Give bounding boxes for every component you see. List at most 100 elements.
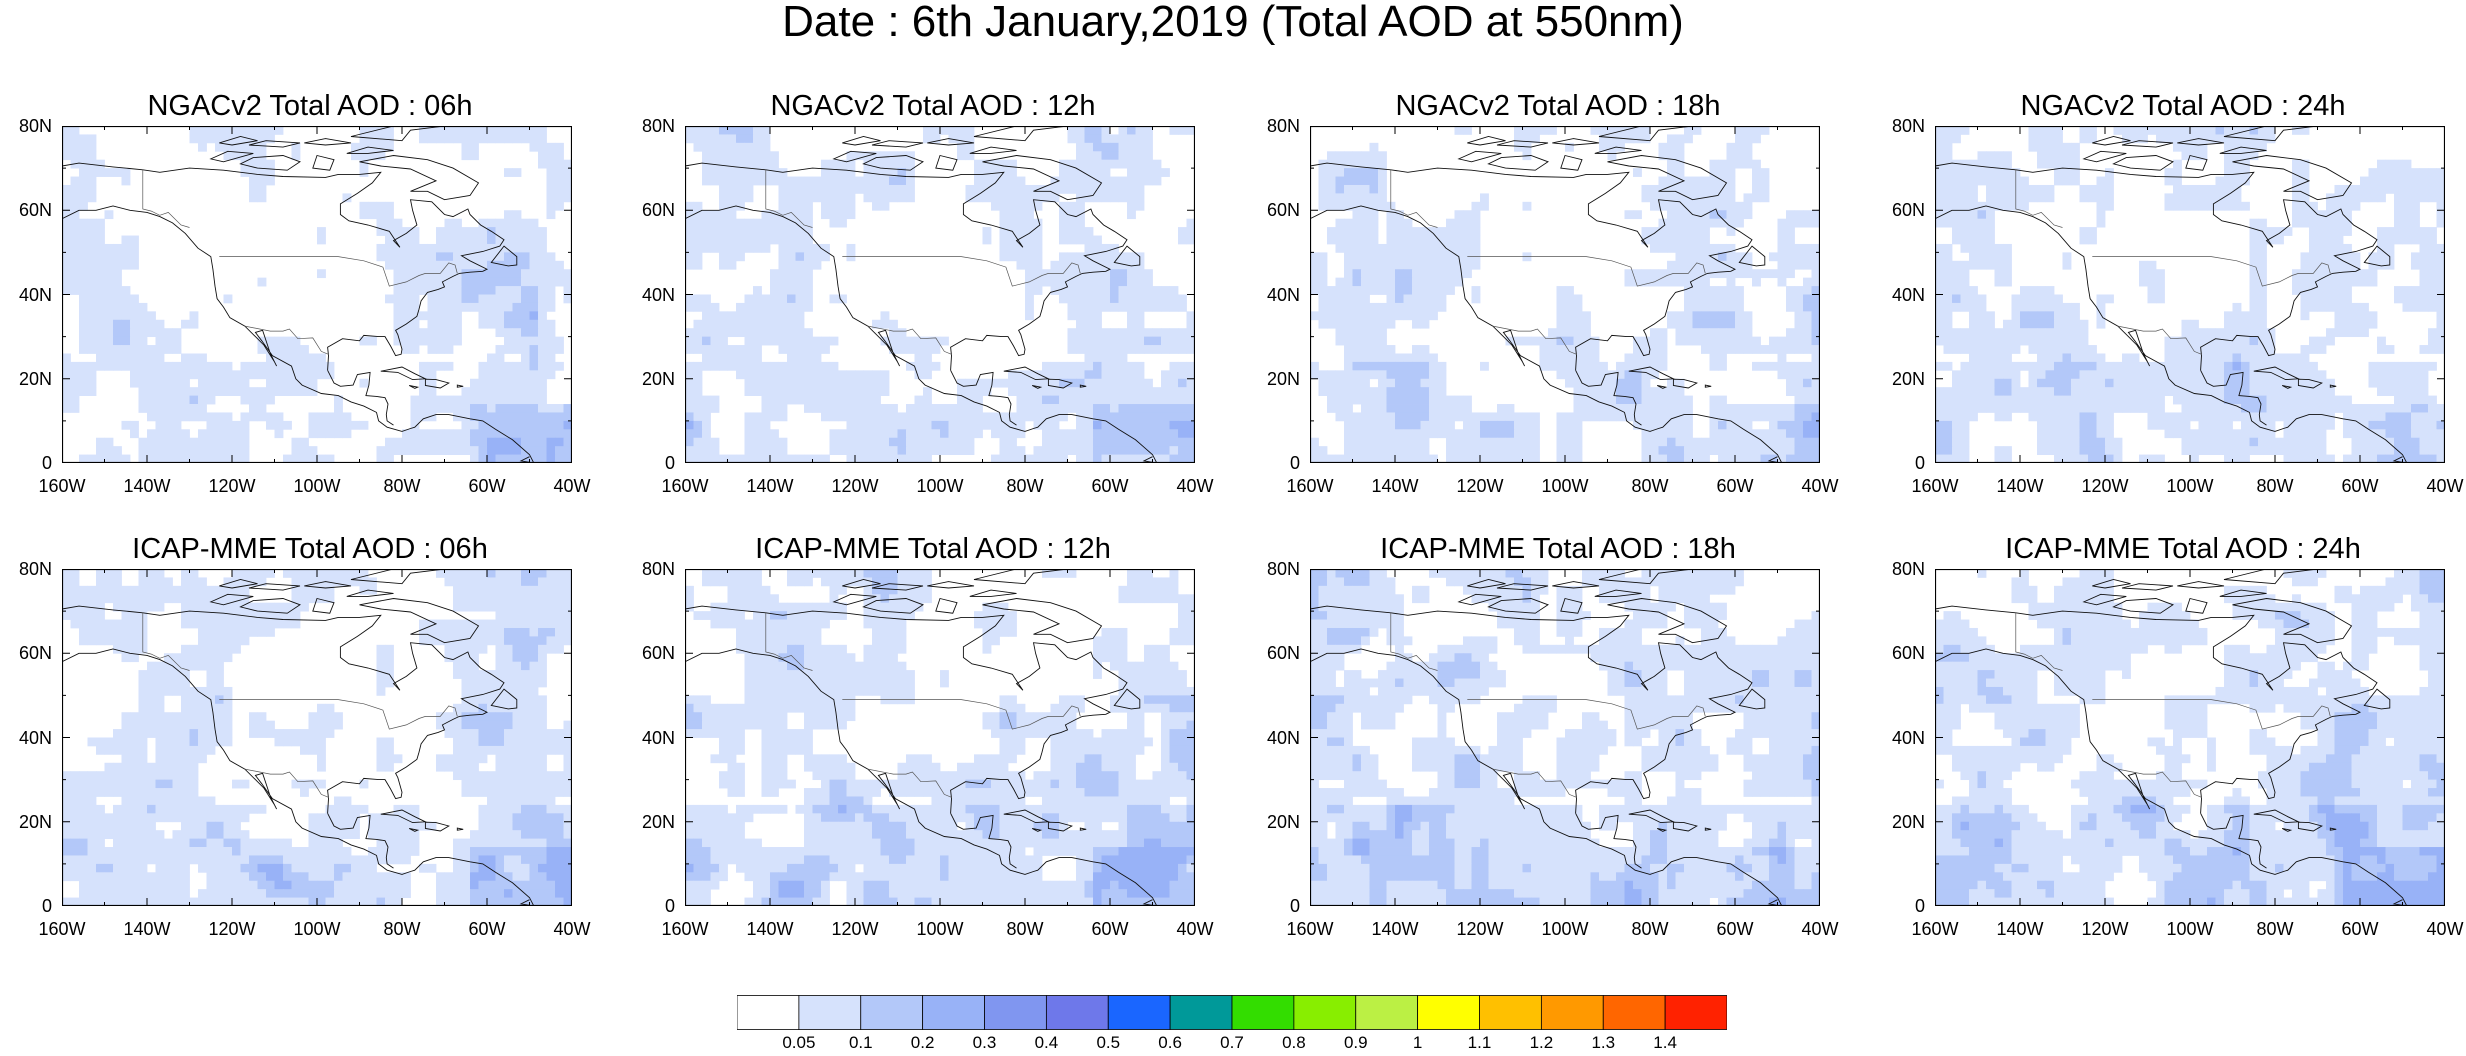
aod-cell	[1505, 420, 1515, 430]
aod-cell	[1327, 151, 1336, 161]
aod-cell	[2266, 126, 2276, 135]
aod-cell	[1144, 277, 1153, 287]
aod-map	[685, 126, 1195, 463]
aod-cell	[1667, 395, 1676, 405]
aod-cell	[795, 286, 805, 295]
aod-cell	[2317, 210, 2327, 220]
aod-cell	[164, 387, 173, 397]
aod-cell	[1616, 412, 1625, 422]
aod-cell	[778, 243, 788, 253]
aod-cell	[2292, 210, 2301, 220]
aod-cell	[736, 345, 745, 354]
aod-cell	[2317, 227, 2327, 236]
aod-cell	[1994, 193, 2004, 203]
aod-cell	[546, 319, 556, 329]
aod-cell	[504, 252, 513, 262]
aod-cell	[1437, 260, 1447, 270]
aod-cell	[2419, 235, 2429, 245]
aod-cell	[2283, 353, 2293, 363]
aod-cell	[70, 252, 80, 262]
aod-cell	[189, 395, 199, 405]
aod-cell	[685, 395, 694, 405]
aod-cell	[1514, 446, 1523, 455]
x-tick-label: 140W	[746, 476, 794, 496]
aod-cell	[787, 387, 796, 397]
aod-cell	[1386, 260, 1396, 270]
aod-cell	[1420, 378, 1430, 388]
aod-cell	[1395, 227, 1404, 236]
aod-cell	[855, 446, 864, 455]
aod-cell	[1531, 134, 1540, 144]
aod-cell	[240, 412, 250, 422]
aod-cell	[453, 227, 462, 236]
aod-cell	[838, 294, 847, 304]
aod-cell	[444, 429, 454, 439]
aod-cell	[1650, 193, 1659, 203]
aod-cell	[1110, 176, 1119, 186]
aod-cell	[223, 142, 233, 152]
aod-cell	[2054, 345, 2063, 354]
aod-cell	[2385, 168, 2395, 177]
aod-cell	[1310, 454, 1319, 463]
aod-cell	[2207, 361, 2216, 371]
aod-cell	[2215, 378, 2225, 388]
aod-cell	[2045, 319, 2055, 329]
aod-cell	[1076, 184, 1085, 194]
aod-cell	[164, 412, 173, 422]
aod-cell	[1650, 370, 1659, 380]
aod-cell	[897, 336, 907, 346]
aod-cell	[2173, 336, 2182, 346]
aod-cell	[521, 370, 530, 380]
aod-cell	[427, 429, 437, 439]
aod-cell	[2402, 176, 2412, 186]
aod-cell	[1135, 201, 1145, 211]
aod-cell	[2326, 395, 2335, 405]
aod-cell	[555, 159, 564, 169]
aod-cell	[736, 328, 745, 338]
aod-cell	[923, 446, 932, 455]
aod-cell	[1050, 420, 1060, 430]
aod-cell	[121, 252, 131, 262]
aod-cell	[1429, 260, 1438, 270]
aod-cell	[1144, 404, 1153, 413]
aod-field	[685, 126, 1195, 463]
aod-cell	[2096, 370, 2106, 380]
aod-cell	[2181, 345, 2191, 354]
aod-cell	[1369, 227, 1379, 236]
aod-cell	[965, 446, 975, 455]
aod-cell	[274, 361, 284, 371]
aod-cell	[427, 404, 437, 413]
aod-cell	[1986, 319, 1995, 329]
island	[1031, 385, 1043, 389]
aod-cell	[761, 387, 771, 397]
aod-cell	[1352, 345, 1362, 354]
aod-cell	[283, 336, 292, 346]
aod-cell	[1067, 404, 1077, 413]
aod-cell	[2232, 302, 2242, 312]
aod-cell	[1811, 361, 1820, 371]
aod-cell	[249, 404, 258, 413]
x-tick-label: 160W	[1911, 476, 1959, 496]
aod-cell	[1344, 336, 1353, 346]
aod-cell	[1952, 395, 1961, 405]
aod-cell	[504, 345, 513, 354]
aod-cell	[487, 277, 496, 287]
aod-cell	[1144, 294, 1153, 304]
aod-cell	[1042, 446, 1051, 455]
aod-cell	[1101, 243, 1111, 253]
aod-cell	[240, 446, 250, 455]
aod-cell	[1118, 277, 1128, 287]
aod-cell	[1675, 142, 1685, 152]
aod-cell	[2224, 311, 2233, 321]
aod-cell	[685, 420, 694, 430]
aod-field	[1310, 126, 1820, 463]
aod-cell	[1076, 387, 1085, 397]
aod-cell	[863, 387, 873, 397]
aod-cell	[1952, 345, 1961, 354]
aod-cell	[512, 218, 522, 228]
aod-cell	[846, 193, 856, 203]
aod-cell	[1378, 311, 1387, 321]
aod-cell	[846, 168, 856, 177]
aod-cell	[2428, 328, 2437, 338]
aod-cell	[1811, 437, 1820, 447]
